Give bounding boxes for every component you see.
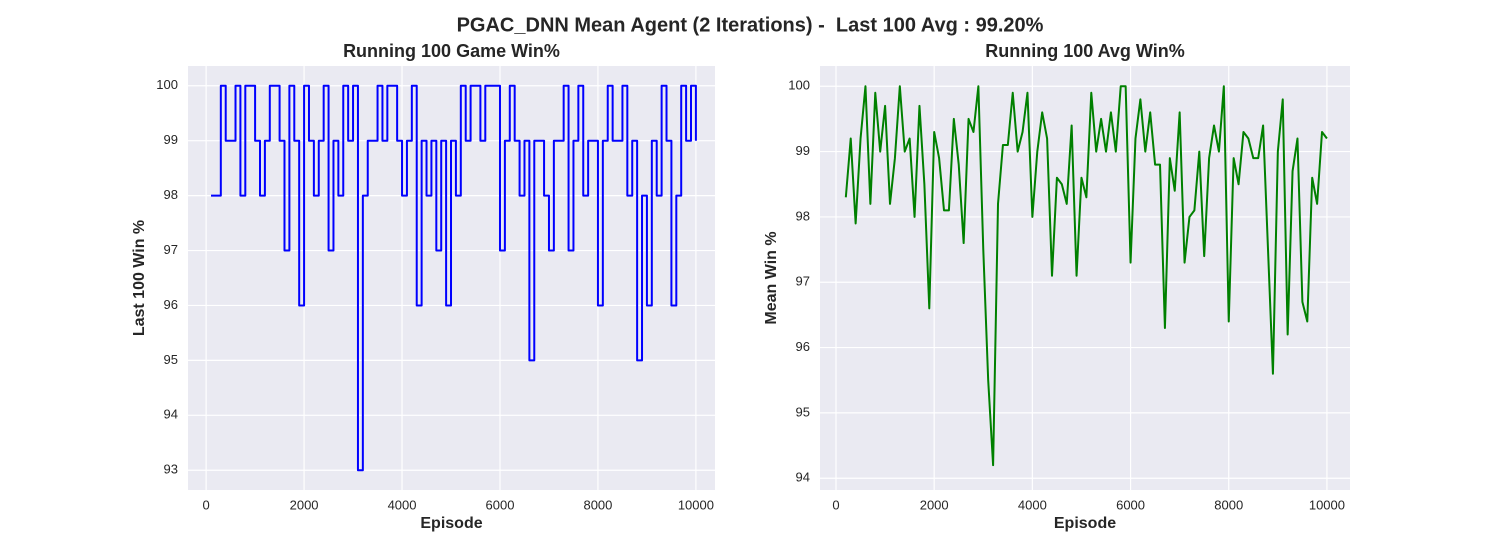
y-tick-label: 93 [164, 462, 178, 477]
x-tick-label: 6000 [1116, 497, 1145, 512]
x-tick-label: 4000 [1018, 497, 1047, 512]
x-tick-label: 8000 [583, 497, 612, 512]
y-tick-label: 97 [796, 274, 810, 289]
x-tick-label: 10000 [678, 497, 714, 512]
y-tick-label: 98 [164, 187, 178, 202]
axes-title: Running 100 Avg Win% [985, 41, 1185, 61]
y-tick-label: 96 [164, 297, 178, 312]
y-axis-label: Last 100 Win % [131, 220, 148, 336]
x-tick-label: 8000 [1214, 497, 1243, 512]
x-tick-label: 2000 [920, 497, 949, 512]
x-axis-label: Episode [420, 515, 482, 532]
y-tick-label: 100 [788, 78, 810, 93]
y-tick-label: 99 [164, 132, 178, 147]
y-axis-label: Mean Win % [763, 231, 780, 324]
x-tick-label: 0 [832, 497, 839, 512]
y-tick-label: 95 [164, 352, 178, 367]
y-tick-label: 94 [796, 470, 810, 485]
y-tick-label: 99 [796, 143, 810, 158]
axes-title: Running 100 Game Win% [343, 41, 560, 61]
plot-area [820, 66, 1350, 490]
data-line [844, 85, 1328, 467]
x-tick-label: 4000 [388, 497, 417, 512]
y-tick-label: 98 [796, 208, 810, 223]
y-tick-label: 96 [796, 339, 810, 354]
figure-title: PGAC_DNN Mean Agent (2 Iterations) - Las… [457, 14, 1044, 36]
x-tick-label: 2000 [290, 497, 319, 512]
data-line [211, 84, 697, 472]
y-tick-label: 100 [156, 77, 178, 92]
y-tick-label: 97 [164, 242, 178, 257]
x-axis-label: Episode [1054, 515, 1116, 532]
x-tick-label: 6000 [486, 497, 515, 512]
y-tick-label: 94 [164, 407, 178, 422]
x-tick-label: 0 [203, 497, 210, 512]
x-tick-label: 10000 [1309, 497, 1345, 512]
y-tick-label: 95 [796, 404, 810, 419]
